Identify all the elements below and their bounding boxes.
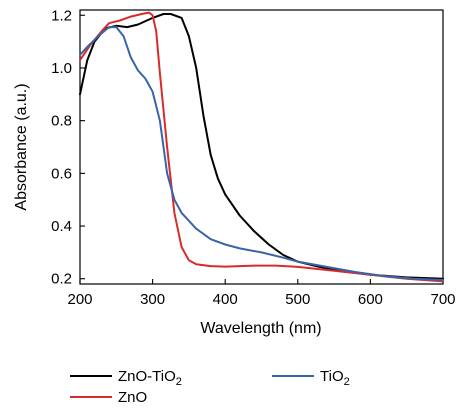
x-tick-label: 300 xyxy=(140,291,165,308)
x-tick-label: 200 xyxy=(67,291,92,308)
series-lines xyxy=(79,11,444,283)
y-tick-label: 0.8 xyxy=(51,113,72,130)
legend-label-tio2: TiO2 xyxy=(320,368,350,388)
y-axis-ticks: 0.2 0.4 0.6 0.8 1.0 1.2 xyxy=(51,7,85,288)
y-tick-label: 0.2 xyxy=(51,271,72,288)
series-line-zno xyxy=(79,11,444,283)
x-axis-label: Wavelength (nm) xyxy=(200,320,321,337)
plot-frame xyxy=(79,9,444,285)
x-tick-label: 600 xyxy=(358,291,383,308)
series-line-zno-tio2 xyxy=(79,13,444,280)
y-tick-label: 0.4 xyxy=(51,218,72,235)
legend-label-zno-tio2: ZnO-TiO2 xyxy=(118,368,182,388)
y-tick-label: 1.2 xyxy=(51,7,72,24)
y-tick-label: 0.6 xyxy=(51,165,72,182)
y-tick-label: 1.0 xyxy=(51,60,72,77)
legend-label-zno: ZnO xyxy=(118,389,147,406)
y-axis-label: Absorbance (a.u.) xyxy=(13,83,30,210)
x-tick-label: 500 xyxy=(285,291,310,308)
x-tick-label: 400 xyxy=(213,291,238,308)
series-line-tio2 xyxy=(79,26,444,281)
x-axis-ticks: 200 300 400 500 600 700 xyxy=(67,279,456,308)
x-tick-label: 700 xyxy=(430,291,455,308)
plot-area: 0.2 0.4 0.6 0.8 1.0 1.2 200 300 400 500 600 700 xyxy=(51,7,455,308)
